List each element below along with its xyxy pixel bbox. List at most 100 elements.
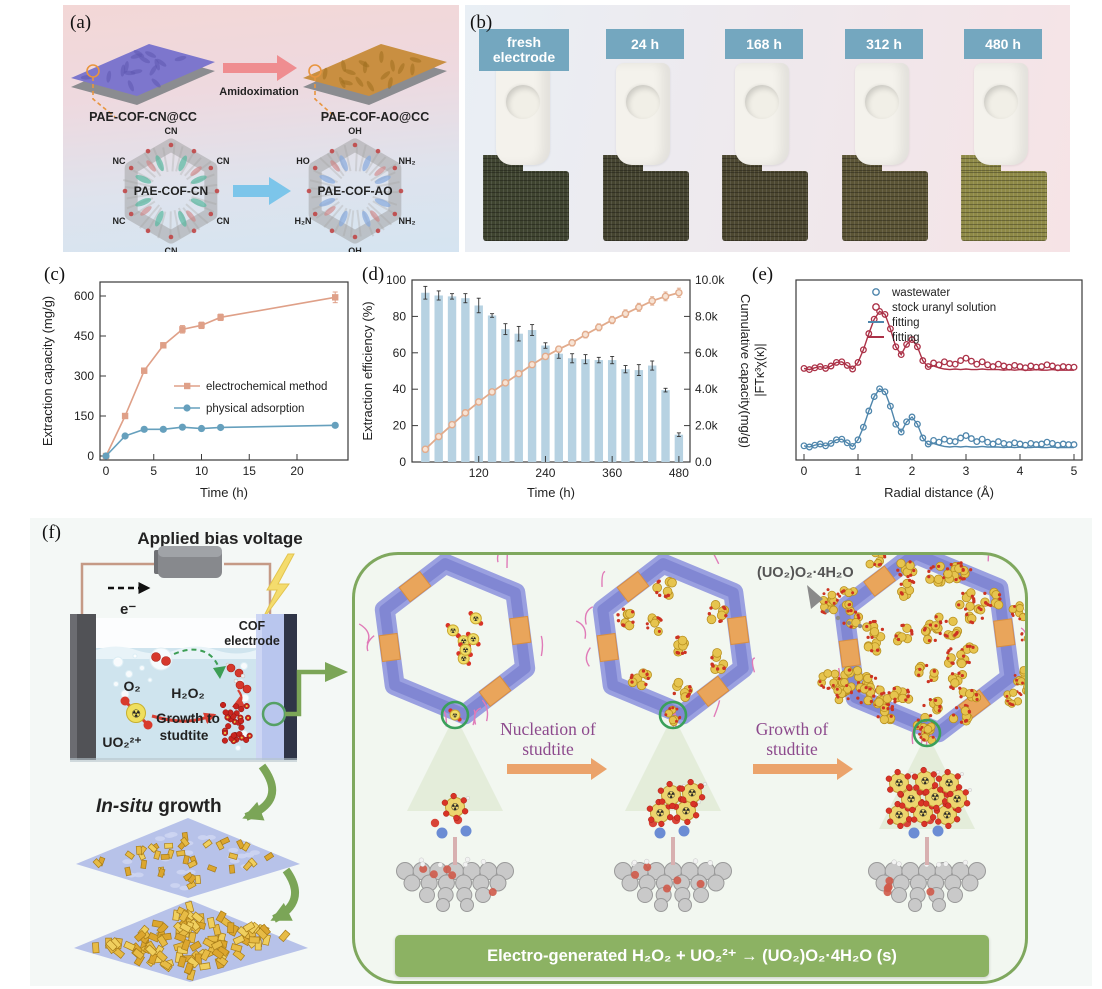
svg-text:Time (h): Time (h) bbox=[200, 485, 248, 500]
o2-molecule bbox=[149, 647, 173, 671]
holder-hole bbox=[984, 85, 1018, 119]
svg-text:CN: CN bbox=[216, 216, 229, 226]
sample-tag: 312 h bbox=[845, 29, 923, 59]
svg-text:40: 40 bbox=[393, 382, 407, 396]
svg-text:☢: ☢ bbox=[688, 789, 697, 800]
growth-label: Growth of studtite bbox=[755, 719, 829, 759]
conversion-arrow-icon bbox=[233, 177, 291, 205]
svg-text:wastewater: wastewater bbox=[891, 287, 950, 299]
svg-text:☢: ☢ bbox=[461, 655, 467, 663]
svg-text:150: 150 bbox=[74, 409, 94, 423]
svg-text:NH₂: NH₂ bbox=[398, 156, 415, 166]
series-electrochemical-method bbox=[102, 291, 339, 460]
svg-text:0.0: 0.0 bbox=[695, 455, 712, 469]
svg-text:600: 600 bbox=[74, 289, 94, 303]
holder-hole bbox=[865, 85, 899, 119]
nucleation-label: Nucleation of studtite bbox=[500, 719, 596, 759]
electrode-photo-168h: 168 h bbox=[703, 5, 821, 252]
svg-text:480: 480 bbox=[669, 466, 689, 480]
svg-text:☢: ☢ bbox=[895, 779, 904, 790]
panel-f-letter: (f) bbox=[42, 522, 61, 543]
svg-text:60: 60 bbox=[393, 346, 407, 360]
insitu-label: In-situ growth bbox=[96, 796, 222, 817]
svg-text:Extraction efficiency (%): Extraction efficiency (%) bbox=[360, 301, 375, 440]
electrochemical-cell: ☢ COF electrode O₂ H₂O₂ Growth to studti… bbox=[70, 614, 348, 762]
svg-text:3: 3 bbox=[963, 464, 970, 478]
stage-arrow-icon bbox=[753, 758, 853, 780]
electron-label: e⁻ bbox=[120, 601, 136, 618]
sparse-crystal-surface bbox=[76, 818, 300, 898]
svg-text:6.0k: 6.0k bbox=[695, 346, 719, 360]
h2o2-molecules bbox=[225, 662, 252, 694]
link-arrowhead bbox=[325, 662, 348, 682]
svg-text:H₂N: H₂N bbox=[295, 216, 312, 226]
electrode-photo-312h: 312 h bbox=[823, 5, 941, 252]
carbon-cloth bbox=[722, 171, 808, 241]
chart-efficiency-cumulative: 120 240 360 480 0 20 40 60 80 100 0.0 2.0k 4.0k 6.0k 8… bbox=[360, 273, 750, 500]
dense-crystal-surface bbox=[74, 900, 308, 982]
cof-framework-stage2 bbox=[575, 555, 756, 811]
o2-label: O₂ bbox=[123, 678, 140, 694]
carbon-cloth bbox=[483, 171, 569, 241]
svg-text:☢: ☢ bbox=[667, 791, 676, 802]
svg-text:Radial distance (Å): Radial distance (Å) bbox=[884, 485, 994, 500]
lightning-icon bbox=[260, 553, 295, 623]
carbon-cloth bbox=[603, 171, 689, 241]
panel-a-graphic: Amidoximation PAE-COF-CN@CC PAE-COF-AO@C… bbox=[71, 44, 447, 256]
applied-bias-label: Applied bias voltage bbox=[137, 529, 302, 548]
svg-text:☢: ☢ bbox=[907, 795, 916, 806]
series-physical-adsorption bbox=[102, 421, 339, 460]
svg-text:fitting: fitting bbox=[892, 332, 920, 344]
svg-text:0: 0 bbox=[801, 464, 808, 478]
svg-text:HO: HO bbox=[296, 156, 310, 166]
cell-schematic: Applied bias voltage e⁻ bbox=[70, 529, 348, 982]
svg-text:Extraction capacity (mg/g): Extraction capacity (mg/g) bbox=[40, 296, 55, 446]
svg-text:☢: ☢ bbox=[470, 636, 476, 644]
stage-arrow-icon bbox=[507, 758, 607, 780]
svg-text:☢: ☢ bbox=[452, 712, 458, 719]
svg-text:☢: ☢ bbox=[945, 779, 954, 790]
svg-text:☢: ☢ bbox=[461, 638, 467, 646]
svg-text:80: 80 bbox=[393, 309, 407, 323]
svg-text:Time (h): Time (h) bbox=[527, 485, 575, 500]
cof-ao-macrocycle: OH NH₂ HO NH₂ H₂N OH bbox=[295, 126, 416, 256]
mechanism-graphic: ☢☢ ☢☢☢☢☢☢☢ ☢☢ ☢☢ ☢ ☢☢ ☢ ☢☢ ☢ ☢ bbox=[358, 555, 1025, 912]
core-cn-label: PAE-COF-CN bbox=[134, 184, 208, 198]
svg-text:OH: OH bbox=[348, 126, 362, 136]
svg-text:0: 0 bbox=[399, 455, 406, 469]
studtite-cluster bbox=[220, 701, 253, 745]
core-ao-label: PAE-COF-AO bbox=[317, 184, 392, 198]
svg-text:4.0k: 4.0k bbox=[695, 382, 719, 396]
carbon-cloth bbox=[842, 171, 928, 241]
svg-text:240: 240 bbox=[535, 466, 555, 480]
adsorption-site-model: ☢ ☢☢ ☢ bbox=[614, 778, 732, 912]
svg-text:☢: ☢ bbox=[473, 615, 479, 623]
svg-text:NC: NC bbox=[113, 216, 126, 226]
panel-b-letter: (b) bbox=[470, 12, 493, 33]
svg-text:4: 4 bbox=[1017, 464, 1024, 478]
holder-hole bbox=[506, 85, 540, 119]
growth-arrow bbox=[151, 712, 217, 724]
svg-text:10.0k: 10.0k bbox=[695, 273, 725, 287]
svg-text:0: 0 bbox=[103, 464, 110, 478]
h2o2-label: H₂O₂ bbox=[171, 685, 204, 701]
svg-text:☢: ☢ bbox=[451, 803, 460, 814]
panel-e-letter: (e) bbox=[752, 264, 774, 285]
panel-a-letter: (a) bbox=[70, 12, 92, 33]
svg-text:2.0k: 2.0k bbox=[695, 419, 719, 433]
svg-text:CN: CN bbox=[165, 126, 178, 136]
amidoximation-label: Amidoximation bbox=[219, 86, 299, 98]
svg-text:OH: OH bbox=[348, 246, 362, 252]
reduction-path-arrow bbox=[173, 648, 220, 669]
cof-electrode-label-2: electrode bbox=[224, 634, 280, 648]
link-to-box bbox=[285, 669, 327, 717]
efficiency-bars bbox=[421, 285, 684, 462]
uranyl-ion: ☢ bbox=[120, 696, 153, 730]
amidoximation-arrow-icon bbox=[223, 55, 297, 81]
electrode-photo-24h: 24 h bbox=[584, 5, 702, 252]
svg-text:8.0k: 8.0k bbox=[695, 309, 719, 323]
cof-electrode-label-1: COF bbox=[239, 619, 266, 633]
svg-text:1: 1 bbox=[855, 464, 862, 478]
cof-framework-stage1: ☢☢ ☢☢☢☢☢ bbox=[358, 555, 544, 811]
